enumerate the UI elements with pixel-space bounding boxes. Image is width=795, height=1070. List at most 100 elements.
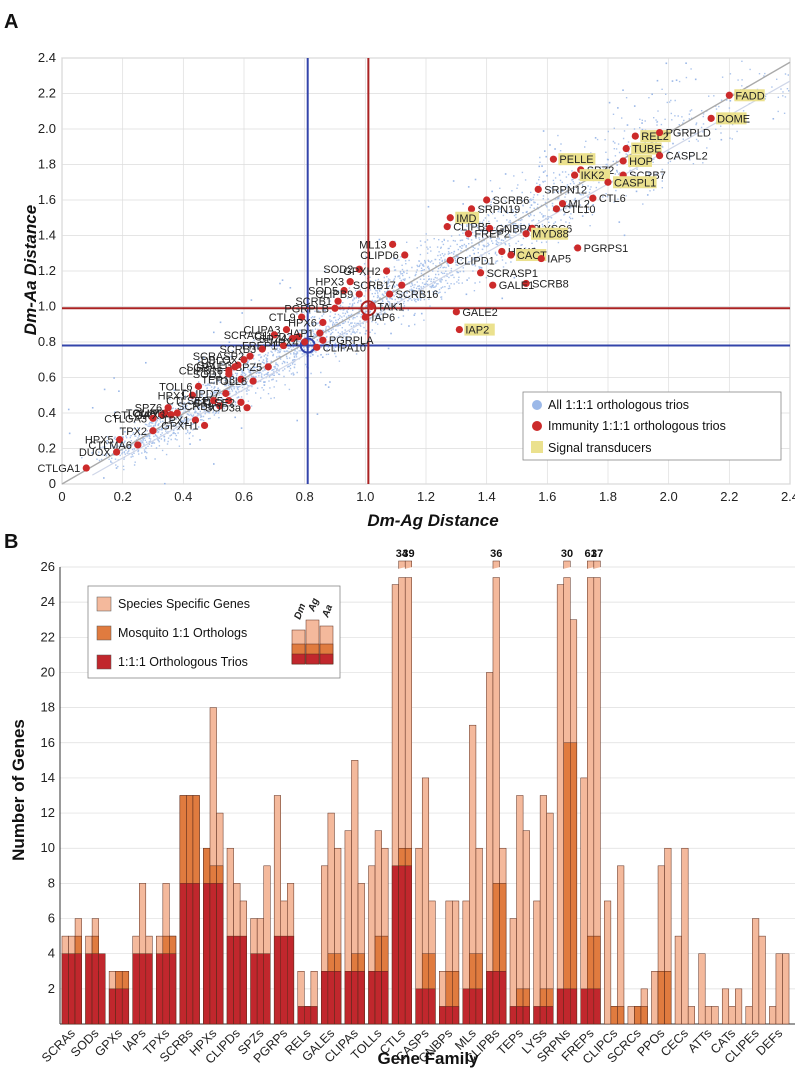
scatter-outlier-point (581, 215, 584, 217)
scatter-ytick-label: 1.6 (38, 192, 56, 207)
bar-species-specific (782, 953, 790, 1025)
immunity-point-label: SCRB3 (220, 344, 257, 356)
scatter-outlier-point (473, 252, 476, 255)
scatter-outlier-point (554, 148, 556, 150)
immunity-point (522, 279, 530, 288)
scatter-outlier-point (467, 186, 470, 188)
scatter-outlier-point (327, 386, 330, 388)
scatter-outlier-point (685, 62, 687, 65)
scatter-xtick-label: 1.4 (478, 489, 496, 504)
signal-transducer-highlight (579, 169, 611, 182)
scatter-outlier-point (237, 396, 240, 398)
immunity-point (298, 313, 306, 321)
scatter-outlier-point (651, 93, 653, 96)
scatter-xtick-label: 1.6 (538, 489, 556, 504)
scatter-outlier-point (328, 300, 331, 302)
scatter-outlier-point (431, 284, 434, 287)
immunity-point-label: GALE2 (462, 307, 497, 319)
scatter-outlier-point (164, 482, 166, 485)
immunity-point-label: SCRAL1 (186, 362, 229, 374)
bar-break-value-label: 36 (490, 548, 502, 560)
immunity-point-label: ML2 (569, 199, 590, 211)
immunity-point-label: SRPN19 (478, 204, 521, 216)
scatter-outlier-point (240, 427, 243, 429)
bar-orthologous-trios (587, 988, 595, 1025)
immunity-point-label: IAP5 (547, 254, 571, 266)
scatter-ytick-label: 0.8 (38, 334, 56, 349)
scatter-outlier-point (592, 203, 595, 206)
bar-species-specific (627, 1006, 635, 1025)
immunity-point (258, 345, 266, 353)
immunity-point (386, 290, 394, 298)
bar-orthologous-trios (445, 1006, 453, 1025)
bar-orthologous-trios (374, 971, 382, 1025)
bar-orthologous-trios (539, 1006, 547, 1025)
immunity-point (446, 214, 454, 222)
bar-break-mark (562, 567, 572, 571)
immunity-point (149, 414, 157, 422)
bar-mosquito-orthologs (563, 742, 571, 1025)
bar-break-value-label: 34 (396, 548, 409, 560)
scatter-outlier-point (474, 178, 477, 181)
scatter-outlier-point (618, 221, 621, 223)
scatter-outlier-point (114, 411, 116, 414)
bar-ytick-label: 14 (41, 770, 55, 785)
bar-species-specific (698, 953, 706, 1025)
immunity-point-label: CLIPB16 (179, 365, 223, 377)
scatter-xlabel: Dm-Ag Distance (367, 511, 498, 530)
scatter-reference-lines (62, 58, 790, 484)
scatter-outlier-point (323, 309, 326, 311)
scatter-outlier-point (452, 180, 455, 182)
bar-ytick-label: 8 (48, 875, 55, 890)
scatter-outlier-point (134, 409, 137, 411)
scatter-outlier-point (525, 211, 528, 213)
immunity-point (295, 333, 303, 341)
immunity-point (507, 251, 515, 259)
bar-ytick-label: 6 (48, 911, 55, 926)
bar-ytick-label: 10 (41, 840, 55, 855)
bar-orthologous-trios (68, 953, 76, 1025)
immunity-point (467, 205, 476, 213)
scatter-outlier-point (648, 174, 650, 177)
scatter-outlier-point (504, 173, 507, 175)
scatter-outlier-point (279, 282, 281, 285)
scatter-outlier-point (615, 169, 618, 172)
scatter-outlier-point (91, 406, 94, 409)
scatter-outlier-point (145, 361, 147, 364)
scatter-outlier-point (542, 171, 545, 173)
scatter-outlier-point (212, 463, 215, 465)
scatter-outlier-point (198, 359, 200, 362)
immunity-point-label: TPX1 (162, 415, 190, 427)
immunity-point-label: SPZ5 (235, 362, 263, 374)
scatter-outlier-point (408, 325, 410, 327)
scatter-outlier-point (377, 315, 379, 317)
bar-orthologous-trios (398, 865, 406, 1025)
signal-transducer-highlight (613, 176, 657, 189)
immunity-point-label: SOD2 (323, 264, 353, 276)
immunity-point-label: SCRB9 (177, 401, 214, 413)
immunity-point-label: DUOX (79, 447, 111, 459)
immunity-point (116, 436, 124, 444)
legend-immunity-marker (532, 421, 542, 431)
scatter-outlier-point (772, 117, 775, 120)
bar-orthologous-trios (250, 953, 258, 1025)
immunity-point-label: CLIPD6 (360, 250, 399, 262)
immunity-point-label: PELLE (559, 154, 593, 166)
scatter-outlier-point (399, 293, 402, 296)
bar-species-specific (604, 900, 612, 1025)
legend-minibar-trios (291, 653, 306, 665)
immunity-point (401, 251, 409, 259)
immunity-point-label: GALE3 (196, 360, 231, 372)
bar-orthologous-trios (486, 971, 494, 1025)
bar-orthologous-trios (563, 988, 571, 1025)
scatter-outlier-point (113, 377, 115, 379)
immunity-point (446, 256, 454, 264)
scatter-ytick-label: 2.2 (38, 86, 56, 101)
immunity-point (558, 199, 567, 208)
immunity-point (191, 416, 200, 424)
scatter-outlier-point (530, 204, 533, 206)
bar-break-value-label: 30 (561, 548, 573, 560)
bar-category-label: CECs (658, 1026, 691, 1059)
scatter-xtick-label: 0.2 (114, 489, 132, 504)
